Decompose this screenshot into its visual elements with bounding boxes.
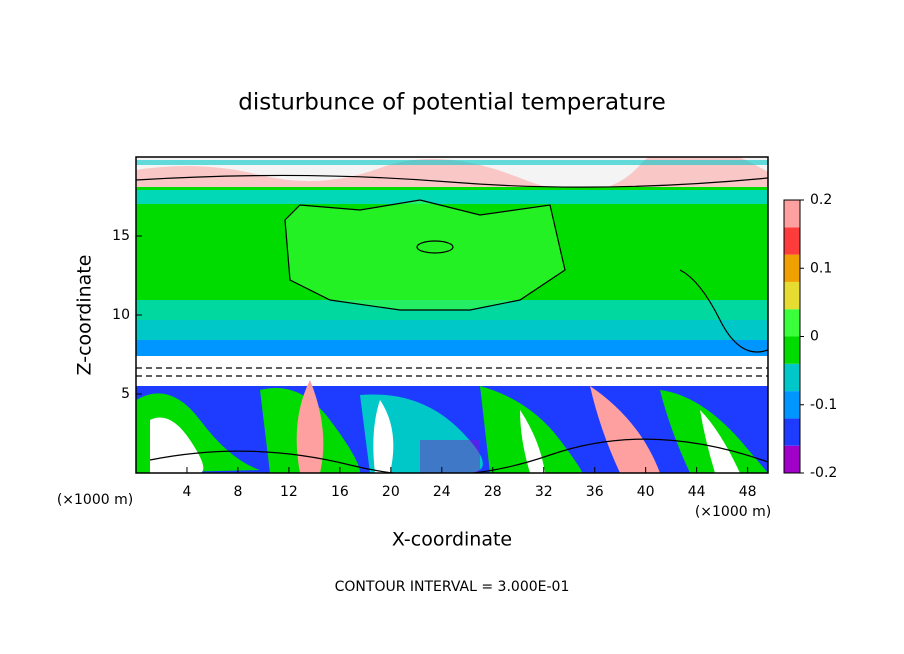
colorbar-tick-label: -0.2 xyxy=(810,465,837,481)
y-axis-label: Z-coordinate xyxy=(74,255,96,376)
field xyxy=(136,157,768,473)
colorbar-segment xyxy=(784,227,800,255)
colorbar-segment xyxy=(784,391,800,419)
x-tick-label: 12 xyxy=(280,484,298,500)
x-axis-label: X-coordinate xyxy=(392,529,512,551)
annotation: CONTOUR INTERVAL = 3.000E-01 xyxy=(335,579,570,595)
colorbar-segment xyxy=(784,281,800,310)
y-tick-label: 5 xyxy=(121,386,130,402)
x-tick-label: 48 xyxy=(739,484,757,500)
x-tick-label: 20 xyxy=(382,484,400,500)
colorbar-tick-label: 0 xyxy=(810,329,819,345)
colorbar-tick-label: 0.1 xyxy=(810,260,832,276)
colorbar-segment xyxy=(784,445,800,473)
x-tick-label: 40 xyxy=(637,484,655,500)
colorbar-segment xyxy=(784,336,800,364)
x-tick-label: 44 xyxy=(688,484,706,500)
chart-title: disturbunce of potential temperature xyxy=(238,90,666,116)
colorbar-segment xyxy=(784,254,800,282)
x-tick-label: 24 xyxy=(433,484,451,500)
y-tick-label: 15 xyxy=(112,228,130,244)
y-tick-label: 10 xyxy=(112,307,130,323)
x-unit-label: (×1000 m) xyxy=(695,504,771,520)
x-tick-label: 32 xyxy=(535,484,553,500)
x-tick-label: 4 xyxy=(183,484,192,500)
x-unit-label: (×1000 m) xyxy=(57,492,133,508)
colorbar-segment xyxy=(784,418,800,446)
colorbar-segment xyxy=(784,200,800,228)
colorbar-tick-label: 0.2 xyxy=(810,192,832,208)
x-tick-label: 28 xyxy=(484,484,502,500)
colorbar-segment xyxy=(784,309,800,337)
colorbar-segment xyxy=(784,363,800,392)
x-tick-label: 8 xyxy=(233,484,242,500)
colorbar-tick-label: -0.1 xyxy=(810,397,837,413)
x-tick-label: 16 xyxy=(331,484,349,500)
x-tick-label: 36 xyxy=(586,484,604,500)
